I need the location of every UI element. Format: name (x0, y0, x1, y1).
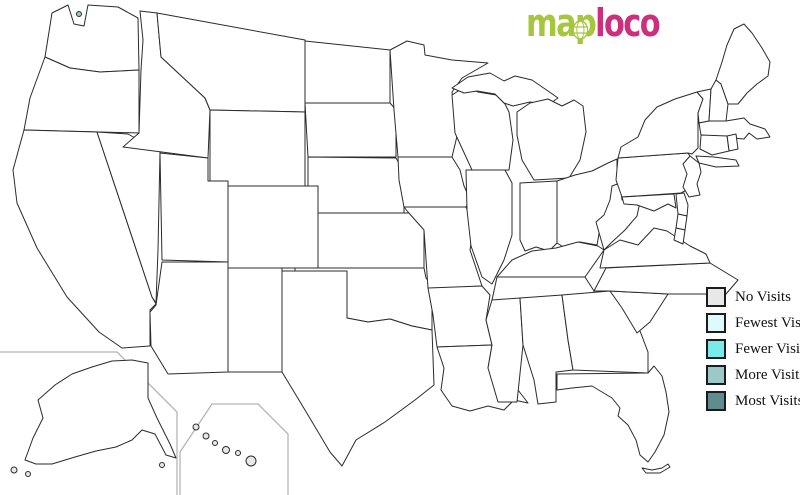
legend-item-most-visits: Most Visits (706, 391, 800, 411)
state-MD (621, 193, 677, 212)
state-NM (227, 267, 283, 373)
state-AK-island (25, 471, 31, 477)
state-KY (496, 241, 605, 278)
state-NY (617, 91, 704, 159)
state-HI-island (202, 432, 210, 440)
legend-item-fewest-visits: Fewest Visits (706, 313, 800, 333)
state-UT (159, 152, 229, 263)
state-NV (96, 131, 161, 304)
legend-item-no-visits: No Visits (706, 287, 800, 307)
legend-label: More Visits (735, 366, 800, 383)
legend-swatch-more-visits (706, 365, 726, 385)
state-VA-eastern-shore (673, 227, 686, 245)
state-OR (23, 56, 140, 134)
legend-swatch-no-visits (706, 287, 726, 307)
logo-text-loco: loco (595, 1, 660, 45)
state-IN (519, 180, 558, 252)
state-CO (227, 185, 319, 269)
state-WY (209, 109, 306, 187)
state-HI-island (222, 446, 230, 454)
legend-item-more-visits: More Visits (706, 365, 800, 385)
legend-swatch-most-visits (706, 391, 726, 411)
legend-swatch-fewer-visits (706, 339, 726, 359)
globe-icon (572, 20, 589, 40)
maploco-logo: maploco (526, 1, 661, 45)
state-AK-island (10, 466, 18, 474)
state-PA (615, 152, 695, 198)
legend-label: No Visits (735, 288, 791, 305)
state-AZ (149, 261, 229, 375)
state-FL (556, 365, 670, 463)
legend-label: Fewest Visits (735, 314, 800, 331)
hawaii-inset-border (179, 403, 289, 495)
state-MD-eastern-shore (675, 213, 688, 231)
state-NE (307, 156, 408, 214)
state-FL-keys (641, 463, 671, 474)
legend-item-fewer-visits: Fewer Visits (706, 339, 800, 359)
state-HI-island (212, 440, 218, 446)
state-TX (281, 270, 435, 467)
legend-label: Fewer Visits (735, 340, 800, 357)
legend-swatch-fewest-visits (706, 313, 726, 333)
state-WA (44, 4, 140, 73)
state-CT (699, 134, 730, 156)
legend-label: Most Visits (735, 392, 800, 409)
state-SD (304, 102, 399, 158)
state-HI-island (192, 423, 200, 431)
state-IA (397, 156, 471, 208)
state-WA-island (76, 11, 82, 17)
state-NC (593, 262, 739, 295)
state-AR (427, 285, 493, 348)
state-ND (304, 40, 391, 104)
state-HI-island (245, 455, 257, 467)
state-NJ (682, 155, 702, 198)
state-MI (516, 98, 587, 181)
state-KS (317, 212, 425, 269)
state-NY-long-island (695, 155, 740, 168)
state-HI-island (235, 450, 241, 456)
legend: No Visits Fewest Visits Fewer Visits Mor… (706, 287, 800, 418)
state-AK (24, 359, 177, 465)
state-ME (715, 23, 771, 105)
state-AK-island (159, 462, 165, 468)
state-DE (675, 192, 689, 217)
state-IL (465, 169, 513, 285)
